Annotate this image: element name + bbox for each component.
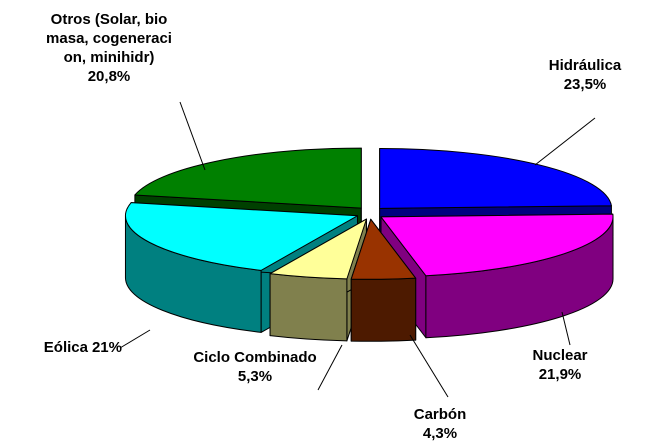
value-label: 21%: [91, 339, 122, 356]
slice-label: Hidráulica 23,5%: [520, 56, 648, 94]
slice-top: [380, 213, 614, 277]
slice-label: Otros (Solar, biomasa, cogeneracion, min…: [45, 10, 173, 86]
leader-line: [409, 334, 449, 398]
category-label: Hidráulica: [548, 57, 622, 74]
slice-top: [269, 218, 367, 280]
category-label: Nuclear: [532, 347, 588, 364]
slice-label: Eólica 21%: [0, 338, 122, 357]
value-label: 4,3%: [422, 425, 458, 442]
value-label: 21,9%: [538, 366, 582, 383]
leader-line: [179, 101, 206, 171]
pie-slice: [350, 218, 417, 342]
value-label: 5,3%: [237, 368, 273, 385]
category-label: Eólica: [43, 339, 88, 356]
slice-top: [379, 147, 612, 209]
leader-line: [119, 329, 151, 349]
slice-top: [124, 202, 358, 271]
slice-side: [350, 277, 417, 342]
category-label: Ciclo Combinado: [193, 349, 317, 366]
slice-label: Ciclo Combinado 5,3%: [190, 348, 320, 386]
slice-label: Nuclear 21,9%: [505, 346, 615, 384]
value-label: 20,8%: [87, 68, 131, 85]
category-label: Carbón: [413, 406, 467, 423]
slice-top: [134, 147, 362, 209]
leader-line: [317, 344, 343, 391]
value-label: 23,5%: [563, 76, 607, 93]
leader-line: [561, 311, 571, 346]
slice-label: Carbón 4,3%: [395, 405, 485, 443]
category-label: Otros (Solar, biomasa, cogeneracion, min…: [46, 11, 172, 66]
slice-top: [350, 218, 417, 280]
slice-side: [269, 273, 348, 342]
leader-line: [534, 117, 596, 166]
